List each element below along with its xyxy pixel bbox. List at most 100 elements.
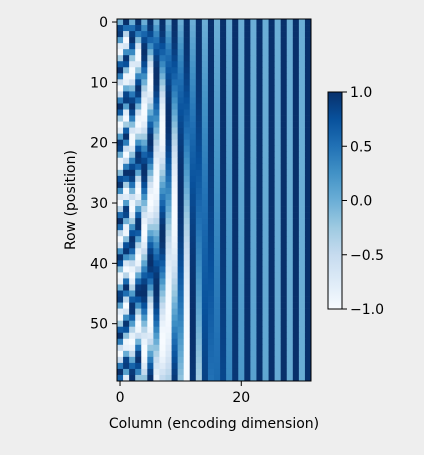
heatmap-cell bbox=[263, 333, 269, 339]
heatmap-cell bbox=[147, 128, 153, 134]
heatmap-cell bbox=[153, 321, 159, 327]
heatmap-cell bbox=[196, 254, 202, 260]
heatmap-cell bbox=[190, 291, 196, 297]
heatmap-cell bbox=[263, 266, 269, 272]
heatmap-cell bbox=[263, 357, 269, 363]
heatmap-cell bbox=[263, 284, 269, 290]
heatmap-cell bbox=[293, 333, 299, 339]
heatmap-cell bbox=[117, 146, 123, 152]
heatmap-cell bbox=[196, 236, 202, 242]
x-tick-label: 20 bbox=[232, 390, 250, 406]
heatmap-cell bbox=[256, 194, 262, 200]
heatmap-cell bbox=[287, 266, 293, 272]
heatmap-cell bbox=[281, 158, 287, 164]
heatmap-cell bbox=[123, 79, 129, 85]
heatmap-cell bbox=[208, 363, 214, 369]
heatmap-cell bbox=[220, 375, 226, 381]
heatmap-cell bbox=[202, 272, 208, 278]
heatmap-cell bbox=[293, 363, 299, 369]
heatmap-cell bbox=[208, 73, 214, 79]
heatmap-cell bbox=[269, 134, 275, 140]
heatmap-cell bbox=[269, 61, 275, 67]
heatmap-cell bbox=[135, 278, 141, 284]
heatmap-cell bbox=[281, 206, 287, 212]
heatmap-cell bbox=[123, 25, 129, 31]
heatmap-cell bbox=[256, 97, 262, 103]
heatmap-cell bbox=[220, 333, 226, 339]
heatmap-cell bbox=[117, 158, 123, 164]
heatmap-cell bbox=[184, 369, 190, 375]
heatmap-cell bbox=[281, 315, 287, 321]
heatmap-cell bbox=[190, 224, 196, 230]
heatmap-cell bbox=[263, 61, 269, 67]
heatmap-cell bbox=[287, 61, 293, 67]
heatmap-cell bbox=[287, 91, 293, 97]
heatmap-cell bbox=[141, 194, 147, 200]
heatmap-cell bbox=[263, 260, 269, 266]
heatmap-cell bbox=[172, 49, 178, 55]
heatmap-cell bbox=[166, 345, 172, 351]
heatmap-cell bbox=[214, 351, 220, 357]
heatmap-cell bbox=[293, 242, 299, 248]
heatmap-cell bbox=[117, 73, 123, 79]
heatmap-cell bbox=[135, 122, 141, 128]
heatmap-cell bbox=[184, 339, 190, 345]
heatmap-cell bbox=[208, 182, 214, 188]
heatmap-cell bbox=[269, 272, 275, 278]
heatmap-cell bbox=[159, 79, 165, 85]
heatmap-cell bbox=[135, 230, 141, 236]
heatmap-cell bbox=[123, 128, 129, 134]
heatmap-cell bbox=[166, 224, 172, 230]
heatmap-cell bbox=[220, 339, 226, 345]
heatmap-cell bbox=[135, 182, 141, 188]
heatmap-cell bbox=[147, 303, 153, 309]
heatmap-cell bbox=[250, 315, 256, 321]
heatmap-cell bbox=[178, 31, 184, 37]
heatmap-cell bbox=[244, 164, 250, 170]
heatmap-cell bbox=[153, 242, 159, 248]
heatmap-cell bbox=[196, 291, 202, 297]
heatmap-cell bbox=[299, 321, 305, 327]
heatmap-cell bbox=[299, 158, 305, 164]
heatmap-cell bbox=[129, 67, 135, 73]
heatmap-cell bbox=[184, 176, 190, 182]
heatmap-cell bbox=[281, 134, 287, 140]
heatmap-cell bbox=[269, 146, 275, 152]
heatmap-cell bbox=[226, 182, 232, 188]
heatmap-cell bbox=[305, 61, 311, 67]
heatmap-cell bbox=[141, 218, 147, 224]
heatmap-cell bbox=[190, 194, 196, 200]
heatmap-cell bbox=[147, 369, 153, 375]
heatmap-cell bbox=[220, 43, 226, 49]
heatmap-cell bbox=[287, 55, 293, 61]
heatmap-cell bbox=[141, 116, 147, 122]
heatmap-cell bbox=[220, 351, 226, 357]
heatmap-cell bbox=[117, 333, 123, 339]
heatmap-cell bbox=[238, 73, 244, 79]
heatmap-cell bbox=[226, 206, 232, 212]
heatmap-cell bbox=[299, 230, 305, 236]
heatmap-cell bbox=[196, 61, 202, 67]
heatmap-cell bbox=[226, 212, 232, 218]
heatmap-cell bbox=[135, 242, 141, 248]
heatmap-cell bbox=[202, 182, 208, 188]
heatmap-cell bbox=[141, 321, 147, 327]
heatmap-cell bbox=[159, 351, 165, 357]
heatmap-cell bbox=[141, 200, 147, 206]
heatmap-cell bbox=[141, 248, 147, 254]
heatmap-cell bbox=[172, 321, 178, 327]
heatmap-cell bbox=[166, 327, 172, 333]
heatmap-cell bbox=[226, 254, 232, 260]
heatmap-cell bbox=[287, 303, 293, 309]
heatmap-cell bbox=[135, 116, 141, 122]
heatmap-cell bbox=[269, 85, 275, 91]
heatmap-cell bbox=[117, 19, 123, 25]
heatmap-cell bbox=[202, 260, 208, 266]
heatmap-cell bbox=[147, 170, 153, 176]
heatmap-cell bbox=[226, 321, 232, 327]
heatmap-cell bbox=[250, 291, 256, 297]
heatmap-cell bbox=[281, 212, 287, 218]
heatmap-cell bbox=[299, 73, 305, 79]
heatmap-cell bbox=[299, 375, 305, 381]
heatmap-cell bbox=[141, 266, 147, 272]
